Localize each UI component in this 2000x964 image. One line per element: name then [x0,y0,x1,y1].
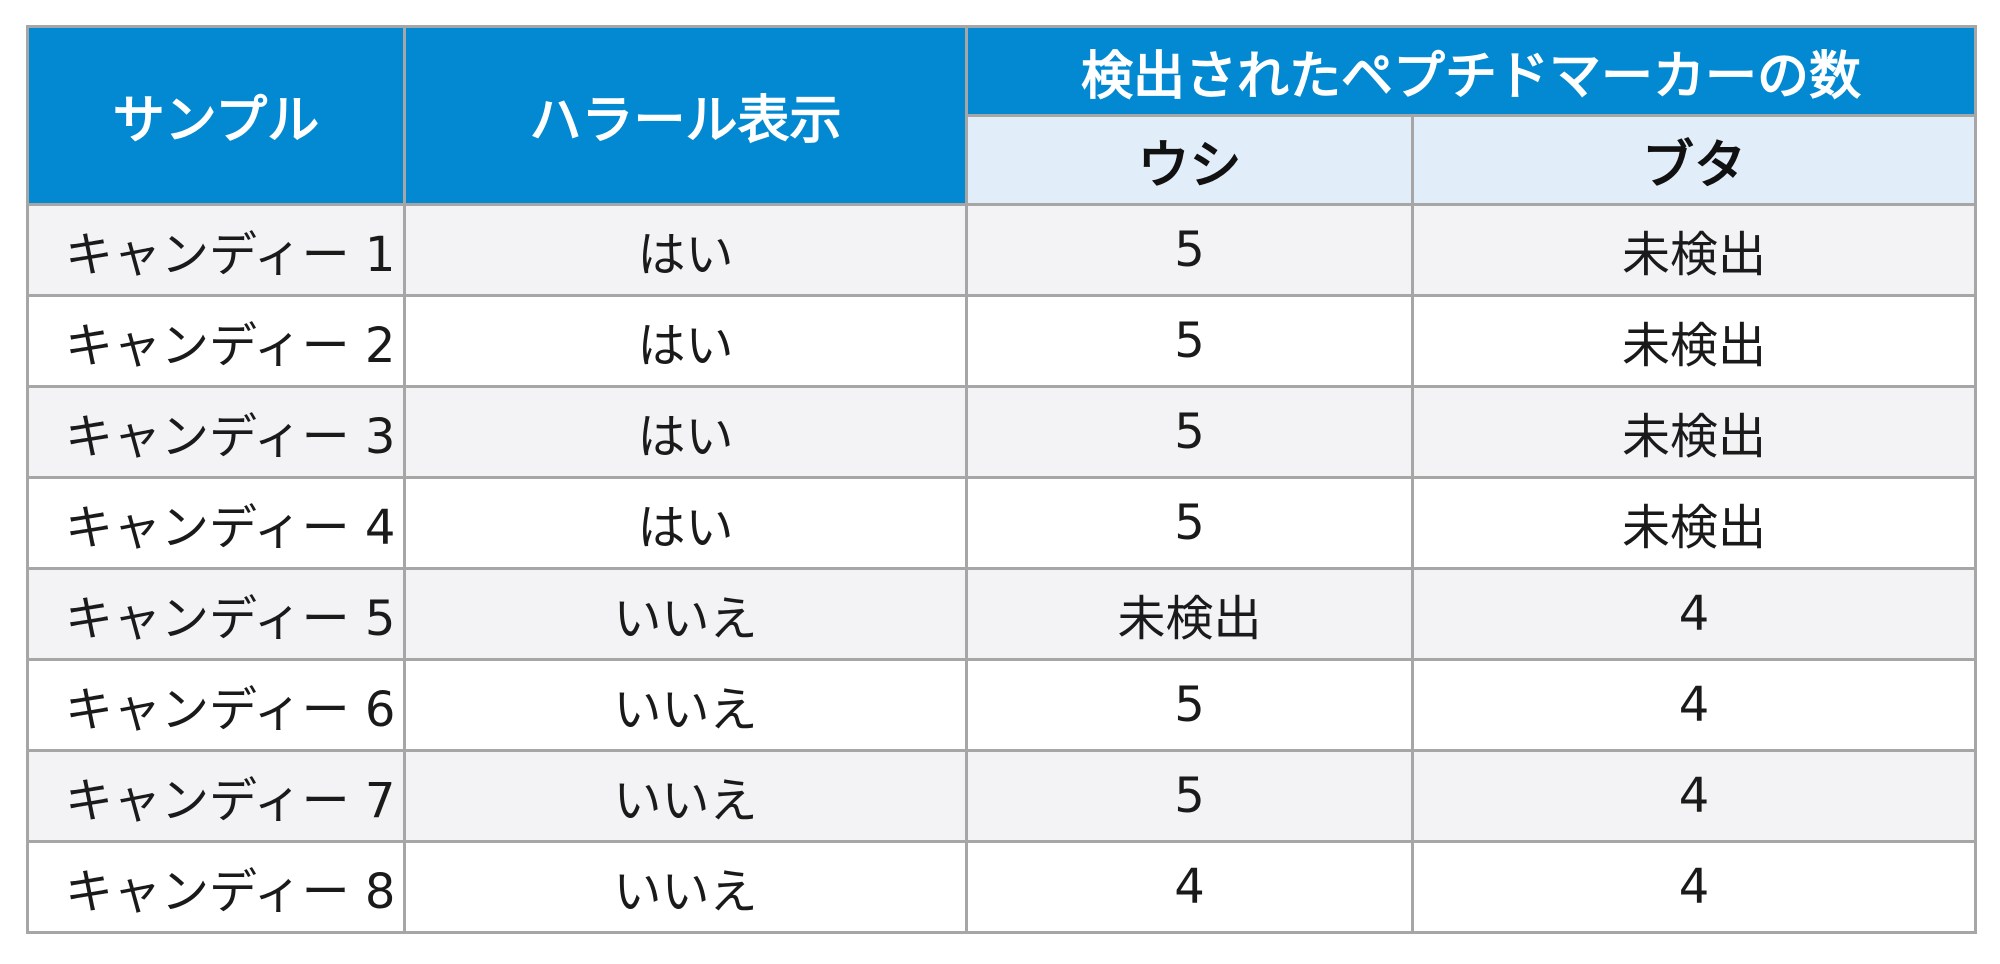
cell-cow: 未検出 [965,567,1414,661]
cell-pig: 4 [1410,840,1978,934]
cell-cow: 5 [965,749,1414,843]
cell-halal: はい [403,203,968,297]
cell-sample: キャンディー 1 [26,203,406,297]
table-row: キャンディー 8 いいえ 4 4 [26,840,1978,934]
cell-halal: はい [403,476,968,570]
table-row: キャンディー 5 いいえ 未検出 4 [26,567,1978,661]
cell-pig: 4 [1410,658,1978,752]
cell-pig: 4 [1410,567,1978,661]
cell-pig: 未検出 [1410,385,1978,479]
cell-cow: 4 [965,840,1414,934]
cell-sample: キャンディー 6 [26,658,406,752]
table-row: キャンディー 7 いいえ 5 4 [26,749,1978,843]
cell-halal: いいえ [403,567,968,661]
cell-sample: キャンディー 4 [26,476,406,570]
cell-pig: 未検出 [1410,203,1978,297]
cell-halal: はい [403,294,968,388]
cell-halal: いいえ [403,749,968,843]
table-row: キャンディー 3 はい 5 未検出 [26,385,1978,479]
header-halal-label: ハラール表示 [403,25,968,206]
table-row: キャンディー 4 はい 5 未検出 [26,476,1978,570]
cell-sample: キャンディー 8 [26,840,406,934]
cell-sample: キャンディー 3 [26,385,406,479]
cell-halal: いいえ [403,658,968,752]
cell-cow: 5 [965,658,1414,752]
cell-halal: いいえ [403,840,968,934]
cell-pig: 4 [1410,749,1978,843]
cell-cow: 5 [965,203,1414,297]
cell-sample: キャンディー 2 [26,294,406,388]
peptide-marker-table-container: サンプル ハラール表示 検出されたペプチドマーカーの数 ウシ ブタ キャンディー… [26,25,1978,934]
cell-sample: キャンディー 5 [26,567,406,661]
cell-cow: 5 [965,385,1414,479]
peptide-marker-table: サンプル ハラール表示 検出されたペプチドマーカーの数 ウシ ブタ キャンディー… [26,25,1978,934]
cell-halal: はい [403,385,968,479]
cell-cow: 5 [965,476,1414,570]
header-pig: ブタ [1410,114,1978,206]
cell-pig: 未検出 [1410,476,1978,570]
table-row: キャンディー 2 はい 5 未検出 [26,294,1978,388]
table-row: キャンディー 6 いいえ 5 4 [26,658,1978,752]
cell-cow: 5 [965,294,1414,388]
header-detected-markers: 検出されたペプチドマーカーの数 [964,25,1978,117]
header-cow: ウシ [965,114,1414,206]
cell-sample: キャンディー 7 [26,749,406,843]
cell-pig: 未検出 [1410,294,1978,388]
table-row: キャンディー 1 はい 5 未検出 [26,203,1978,297]
header-sample: サンプル [26,25,406,206]
